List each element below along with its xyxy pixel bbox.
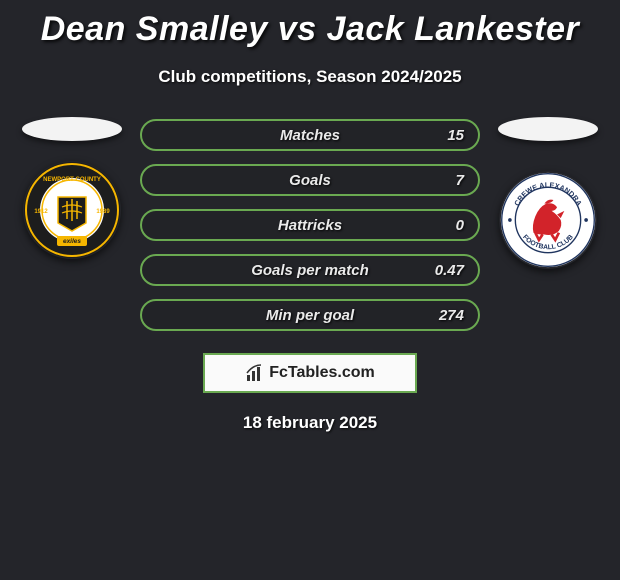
stat-value: 0.47 — [435, 262, 464, 279]
svg-text:1989: 1989 — [96, 209, 110, 215]
svg-text:exiles: exiles — [63, 238, 81, 245]
date-text: 18 february 2025 — [0, 413, 620, 433]
comparison-content: NEWPORT COUNTY 1912 1989 exiles Matches … — [0, 117, 620, 331]
left-club-crest: NEWPORT COUNTY 1912 1989 exiles — [23, 161, 121, 259]
stat-value: 0 — [456, 217, 464, 234]
stat-row-min-per-goal: Min per goal 274 — [140, 299, 480, 331]
stat-row-matches: Matches 15 — [140, 119, 480, 151]
branding-text: FcTables.com — [269, 364, 375, 382]
stats-column: Matches 15 Goals 7 Hattricks 0 Goals per… — [140, 119, 480, 331]
comparison-title: Dean Smalley vs Jack Lankester — [0, 0, 620, 49]
stat-value: 7 — [456, 172, 464, 189]
stat-row-hattricks: Hattricks 0 — [140, 209, 480, 241]
branding-box[interactable]: FcTables.com — [203, 353, 417, 393]
chart-icon — [245, 363, 265, 383]
newport-crest-icon: NEWPORT COUNTY 1912 1989 exiles — [23, 161, 121, 259]
stat-label: Goals per match — [251, 262, 369, 279]
stat-label: Goals — [289, 172, 331, 189]
svg-text:NEWPORT COUNTY: NEWPORT COUNTY — [43, 177, 101, 183]
crewe-crest-icon: CREWE ALEXANDRA FOOTBALL CLUB — [499, 166, 597, 274]
stat-row-goals-per-match: Goals per match 0.47 — [140, 254, 480, 286]
stat-row-goals: Goals 7 — [140, 164, 480, 196]
svg-text:1912: 1912 — [34, 209, 48, 215]
stat-label: Matches — [280, 127, 340, 144]
stat-label: Hattricks — [278, 217, 342, 234]
competition-subtitle: Club competitions, Season 2024/2025 — [0, 67, 620, 87]
stat-label: Min per goal — [266, 307, 354, 324]
stat-value: 15 — [447, 127, 464, 144]
right-club-crest: CREWE ALEXANDRA FOOTBALL CLUB — [499, 171, 597, 269]
right-oval-marker — [498, 117, 598, 141]
left-oval-marker — [22, 117, 122, 141]
left-club-column: NEWPORT COUNTY 1912 1989 exiles — [22, 117, 122, 259]
stat-value: 274 — [439, 307, 464, 324]
right-club-column: CREWE ALEXANDRA FOOTBALL CLUB — [498, 117, 598, 269]
